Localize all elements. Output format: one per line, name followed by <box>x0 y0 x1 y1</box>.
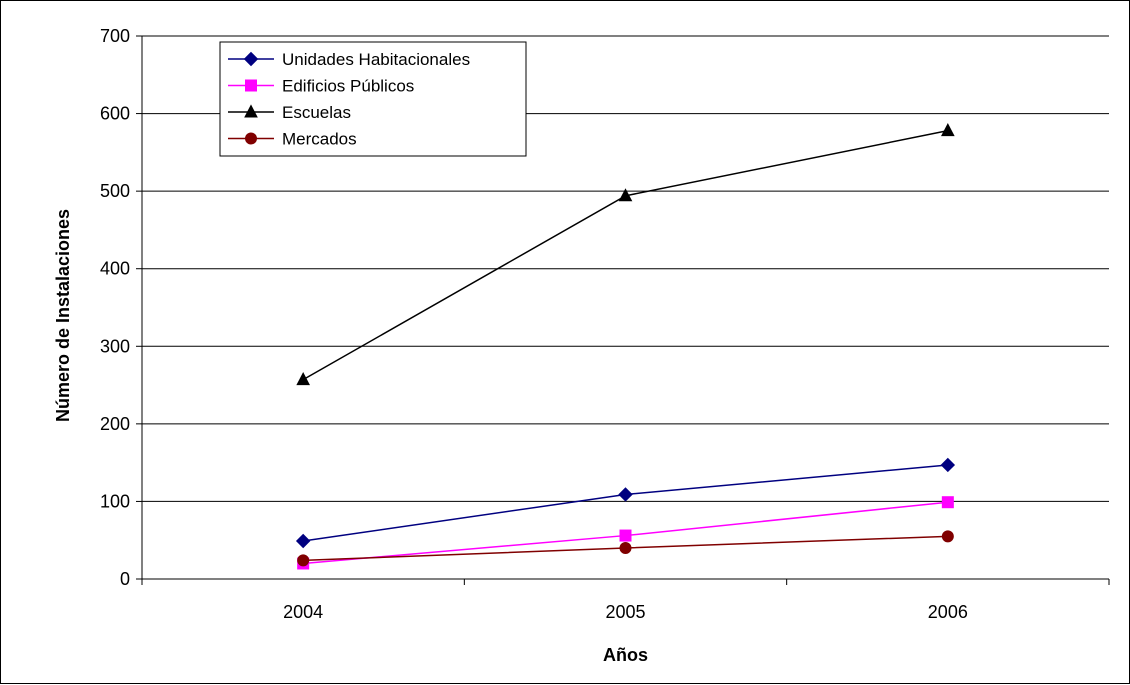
x-tick-label: 2005 <box>605 602 645 622</box>
y-tick-labels: 0 100 200 300 400 500 600 700 <box>100 26 130 589</box>
y-tick-label: 700 <box>100 26 130 46</box>
legend-label: Edificios Públicos <box>282 77 414 96</box>
legend-item: Edificios Públicos <box>228 77 414 96</box>
data-point <box>619 541 632 554</box>
legend-box <box>219 41 527 157</box>
legend-item: Mercados <box>228 130 357 149</box>
legend-item: Escuelas <box>228 103 351 122</box>
x-tick-label: 2004 <box>283 602 323 622</box>
legend-marker <box>245 79 257 92</box>
y-axis-title: Número de Instalaciones <box>53 209 73 422</box>
legend: Unidades Habitacionales Edificios Público… <box>219 41 527 157</box>
data-point <box>297 554 310 567</box>
y-tick-label: 200 <box>100 414 130 434</box>
series-0 <box>295 457 956 549</box>
legend-marker <box>245 132 257 145</box>
x-axis-title: Años <box>603 645 648 665</box>
data-point <box>941 530 954 543</box>
data-point <box>941 496 954 509</box>
y-tick-label: 400 <box>100 259 130 279</box>
data-point <box>618 487 633 502</box>
legend-item: Unidades Habitacionales <box>228 50 470 69</box>
series-3 <box>297 530 954 567</box>
legend-label: Unidades Habitacionales <box>282 50 470 69</box>
data-point <box>296 372 310 386</box>
axes <box>136 35 1110 585</box>
series-2 <box>296 123 955 386</box>
legend-marker <box>244 104 258 118</box>
x-tick-labels: 2004 2005 2006 <box>283 602 968 622</box>
series-1 <box>297 496 954 570</box>
data-point <box>941 123 955 137</box>
series-line <box>302 129 948 381</box>
y-tick-label: 300 <box>100 336 130 356</box>
series-group <box>295 123 956 570</box>
y-tick-label: 100 <box>100 491 130 511</box>
data-point <box>295 533 311 549</box>
x-tick-label: 2006 <box>928 602 968 622</box>
data-point <box>618 188 633 202</box>
data-point <box>940 457 956 473</box>
legend-label: Mercados <box>282 130 357 149</box>
legend-marker <box>243 51 259 67</box>
y-tick-label: 600 <box>100 104 130 124</box>
data-point <box>619 529 632 542</box>
y-tick-label: 500 <box>100 181 130 201</box>
legend-label: Escuelas <box>282 103 351 122</box>
y-tick-label: 0 <box>120 569 130 589</box>
